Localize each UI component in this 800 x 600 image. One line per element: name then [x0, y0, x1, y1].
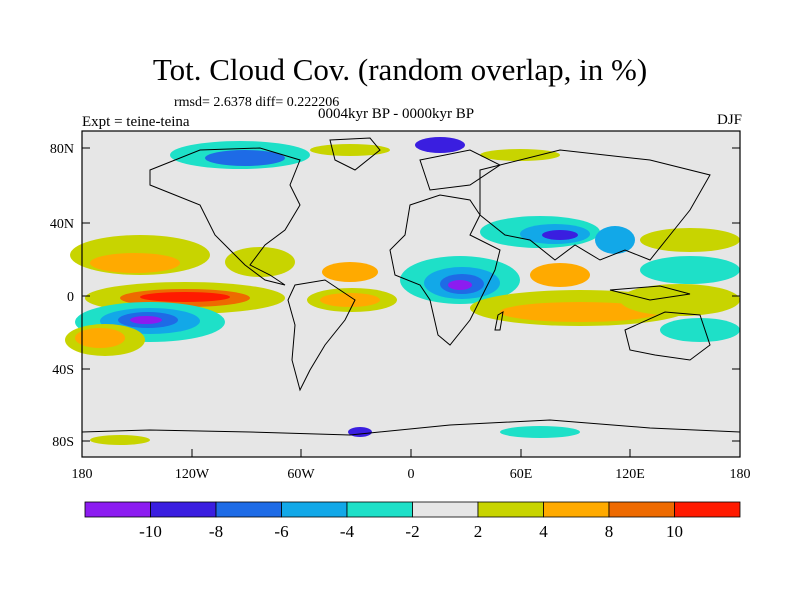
y-axis-ticks — [82, 147, 740, 442]
colorbar-label: -8 — [209, 522, 223, 541]
coastlines — [81, 137, 741, 436]
x-tick-label: 180 — [72, 467, 93, 482]
x-tick-label: 60W — [287, 467, 315, 482]
colorbar-label: -10 — [139, 522, 162, 541]
colorbar-swatch — [84, 501, 151, 518]
experiment-label: Expt = teine-teina — [82, 114, 190, 130]
colorbar-label: -2 — [405, 522, 419, 541]
x-tick-label: 180 — [730, 467, 751, 482]
x-tick-label: 0 — [408, 467, 415, 482]
x-axis-ticks — [81, 449, 741, 457]
y-tick-label: 0 — [67, 290, 74, 305]
colorbar-swatch — [674, 501, 741, 518]
x-tick-label: 60E — [510, 467, 533, 482]
colorbar-swatch — [543, 501, 610, 518]
colorbar-swatch — [150, 501, 217, 518]
colorbar-swatch — [281, 501, 348, 518]
colorbar-label: -4 — [340, 522, 355, 541]
season-label: DJF — [716, 112, 742, 128]
y-tick-label: 80S — [52, 435, 74, 450]
stats-label: rmsd= 2.6378 diff= 0.222206 — [174, 95, 340, 110]
colorbar-label: 2 — [474, 522, 483, 541]
colorbar-swatch — [608, 501, 675, 518]
anomaly-patches — [65, 137, 740, 445]
y-tick-label: 40N — [50, 217, 74, 232]
x-tick-label: 120E — [615, 467, 645, 482]
y-tick-label: 40S — [52, 363, 74, 378]
colorbar-label: 10 — [666, 522, 683, 541]
x-tick-label: 120W — [175, 467, 210, 482]
colorbar-label: -6 — [274, 522, 288, 541]
colorbar-swatch — [412, 501, 479, 518]
colorbar-swatch — [215, 501, 282, 518]
colorbar-label: 8 — [605, 522, 614, 541]
colorbar: -10 -8 -6 -4 -2 2 4 8 10 — [84, 501, 741, 541]
colorbar-swatch — [346, 501, 413, 518]
plot-title: Tot. Cloud Cov. (random overlap, in %) — [152, 52, 648, 87]
colorbar-swatch — [477, 501, 544, 518]
colorbar-label: 4 — [539, 522, 548, 541]
period-label: 0004kyr BP - 0000kyr BP — [318, 106, 475, 122]
y-tick-label: 80N — [50, 142, 74, 157]
